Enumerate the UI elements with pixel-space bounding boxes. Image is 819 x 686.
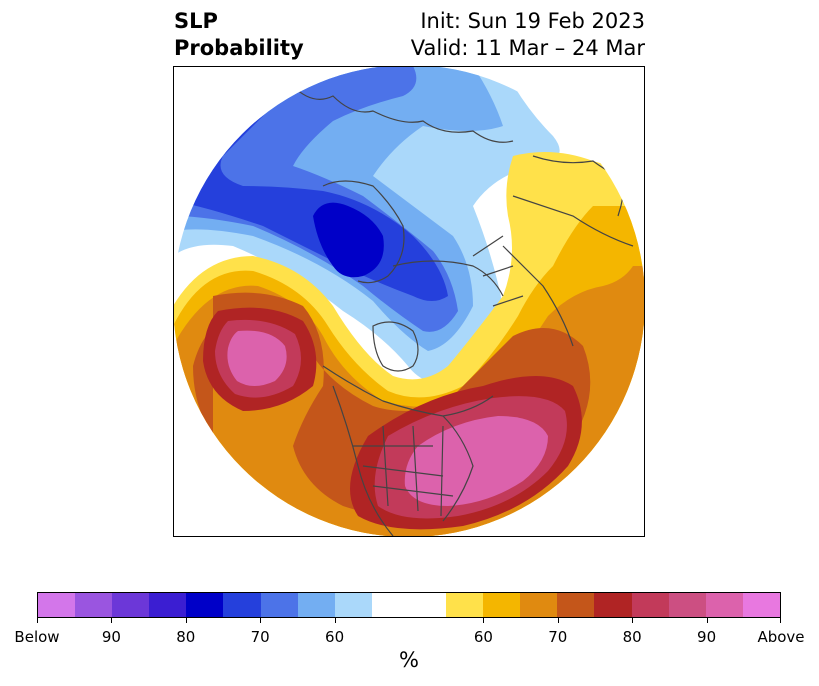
colorbar-tick [260,618,262,623]
colorbar-segment [483,593,521,617]
colorbar-segment [186,593,224,617]
above-core-pacific [227,330,287,386]
colorbar-segment [149,593,187,617]
colorbar-segment [260,593,298,617]
colorbar-segment [38,593,76,617]
colorbar-label: 90 [101,628,121,646]
colorbar-tick [334,618,336,623]
colorbar-segment [223,593,261,617]
colorbar-tick [483,618,485,623]
colorbar-segment [668,593,706,617]
title-right: Init: Sun 19 Feb 2023 Valid: 11 Mar – 24… [411,8,645,62]
colorbar-tick [632,618,634,623]
colorbar-label: 70 [250,628,270,646]
colorbar-label: Below [14,628,60,646]
title-product: Probability [174,36,304,60]
colorbar-label: 70 [548,628,568,646]
colorbar-tick [706,618,708,623]
colorbar-tick [780,618,781,623]
colorbar [37,592,781,618]
colorbar-tick [37,618,38,623]
colorbar-segment [297,593,335,617]
colorbar-segment [446,593,484,617]
colorbar-segment [408,593,447,617]
above-core-atlantic [404,416,548,506]
colorbar-label: 60 [473,628,493,646]
colorbar-label: 60 [325,628,345,646]
valid-range: Valid: 11 Mar – 24 Mar [410,36,645,60]
below-core [313,202,384,278]
title-variable: SLP [174,9,218,33]
colorbar-tick [111,618,113,623]
colorbar-segment [594,593,632,617]
colorbar-tick [185,618,187,623]
map-panel [173,66,645,537]
colorbar-segment [742,593,780,617]
colorbar-unit: % [399,648,419,672]
colorbar-segment [557,593,595,617]
colorbar-segment [75,593,113,617]
map-border [173,66,645,537]
colorbar-segment [334,593,372,617]
colorbar-ticks [37,618,781,626]
colorbar-label: Above [757,628,805,646]
colorbar-segment [705,593,743,617]
colorbar-segment [371,593,409,617]
colorbar-segment [631,593,669,617]
colorbar-label: 80 [176,628,196,646]
colorbar-segment [112,593,150,617]
colorbar-label: 80 [622,628,642,646]
colorbar-label: 90 [697,628,717,646]
init-date: Init: Sun 19 Feb 2023 [420,9,645,33]
colorbar-tick [557,618,559,623]
colorbar-segment [520,593,558,617]
probability-map [173,66,645,537]
title-left: SLP Probability [174,8,304,62]
